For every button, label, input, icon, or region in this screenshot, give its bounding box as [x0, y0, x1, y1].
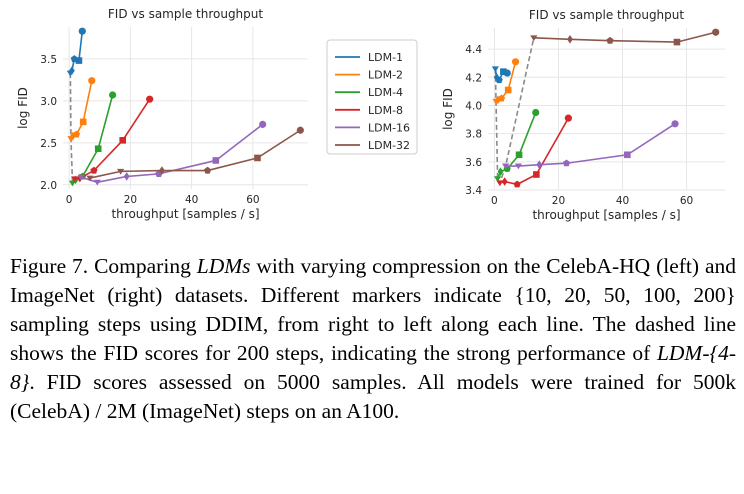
ldm-16-point — [123, 172, 130, 181]
x-tick-label: 60 — [680, 195, 693, 207]
ldm-2-point — [497, 94, 506, 102]
ldm-32-point — [606, 36, 614, 44]
ldm-32-point — [86, 175, 94, 182]
ldm-4-point — [494, 176, 502, 182]
ldm-1-point — [500, 68, 507, 75]
ldm-2-line — [70, 80, 93, 140]
x-tick-label: 0 — [491, 195, 498, 207]
ldm-32-line — [89, 129, 301, 179]
x-axis-label: throughput [samples / s] — [111, 207, 259, 221]
ldm-8-point — [119, 137, 127, 144]
ldm-32-point — [673, 38, 681, 46]
ldm-8-point — [71, 176, 79, 183]
caption-part-3: with varying compression on the CelebA-H… — [10, 254, 737, 365]
ldm-1-point — [78, 27, 86, 35]
ldm-16-point — [671, 120, 679, 128]
figure-canvas: FID vs sample throughput 0 20 40 60 2.0 2.5 3.0… — [16, 7, 725, 222]
legend-label-ldm-2: LDM-2 — [368, 69, 403, 82]
ldm-8-point — [501, 177, 508, 186]
ldm-8-point — [513, 180, 521, 188]
ldm-16-point — [624, 151, 631, 159]
ldm-8-point — [90, 166, 98, 174]
ldm-32-point — [203, 166, 212, 174]
ldm-16-point — [259, 120, 267, 128]
ldm-32-point — [530, 35, 538, 42]
y-axis-label: log FID — [441, 88, 455, 130]
imagenet-chart: FID vs sample throughput 0 20 40 60 3.4 3.6 3.8… — [441, 8, 725, 222]
y-tick-label: 4.2 — [465, 72, 482, 84]
ldm-32-point — [296, 126, 304, 134]
caption-ldms: LDMs — [196, 254, 251, 278]
ldm-32-point — [159, 166, 165, 175]
ldm-4-line — [496, 112, 537, 180]
ldm-16-point — [536, 160, 543, 169]
x-tick-label: 20 — [552, 195, 565, 207]
ldm-4-point — [94, 145, 102, 153]
caption-part-5: . FID scores assessed on 5000 samples. A… — [10, 370, 736, 423]
ldm-4-point — [515, 151, 523, 159]
ldm-1-point — [495, 76, 503, 84]
legend-label-ldm-1: LDM-1 — [368, 51, 403, 64]
y-tick-label: 3.5 — [40, 54, 57, 66]
ldm-16-point — [514, 163, 523, 170]
x-tick-label: 20 — [124, 194, 137, 206]
ldm-8-point — [564, 114, 572, 122]
ldm-1-point — [503, 69, 511, 77]
legend-box — [326, 39, 418, 155]
celeba-chart: FID vs sample throughput 0 20 40 60 2.0 2.5 3.0… — [16, 7, 308, 221]
ldm-8-point — [146, 95, 154, 103]
ldm-8-point — [496, 180, 504, 187]
x-tick-label: 0 — [66, 194, 73, 206]
ldm-2-point — [72, 130, 81, 138]
y-tick-label: 3.8 — [465, 129, 482, 141]
x-tick-label: 60 — [246, 194, 259, 206]
ldm-32-line — [533, 31, 716, 43]
ldm-16-point — [562, 159, 571, 167]
ldm-2-point — [79, 118, 87, 126]
y-tick-label: 4.0 — [465, 100, 482, 112]
ldm-4-point — [532, 108, 540, 117]
ldm-16-line — [80, 123, 264, 184]
ldm-4-point — [497, 167, 504, 177]
y-tick-label: 3.4 — [465, 185, 482, 197]
ldm-8-point — [533, 171, 540, 178]
x-tick-label: 40 — [616, 195, 629, 207]
legend-label-ldm-8: LDM-8 — [368, 104, 403, 117]
x-axis-label: throughput [samples / s] — [532, 208, 680, 222]
ldm-16-point — [212, 157, 220, 164]
ldm-16-point — [93, 179, 101, 186]
legend: LDM-1 LDM-2 LDM-4 LDM-8 LDM-16 LDM-32 — [326, 39, 418, 155]
ldm-1-point — [75, 57, 83, 64]
legend-label-ldm-4: LDM-4 — [368, 86, 403, 99]
ldm-4-point — [109, 91, 117, 99]
ldm-2-point — [495, 95, 501, 105]
chart-title: FID vs sample throughput — [108, 7, 263, 21]
ldm-32-point — [116, 168, 125, 175]
caption-part-1: Figure 7. Comparing — [10, 254, 197, 278]
legend-label-ldm-32: LDM-32 — [368, 139, 410, 152]
y-tick-label: 3.6 — [465, 157, 482, 169]
ldm-1-point — [69, 66, 75, 75]
caption-ldm-4-8: LDM-{4-8} — [10, 341, 736, 394]
y-tick-label: 3.0 — [40, 96, 57, 108]
ldm-16-line — [505, 123, 676, 167]
chart-title: FID vs sample throughput — [529, 8, 684, 22]
y-tick-label: 2.5 — [40, 138, 57, 150]
ldm-16-point — [502, 163, 510, 170]
y-axis-label: log FID — [16, 87, 30, 129]
ldm-2-point — [504, 86, 512, 94]
figure-caption: Figure 7. Comparing LDMs with varying co… — [10, 252, 736, 426]
legend-label-ldm-16: LDM-16 — [368, 121, 410, 134]
ldm-16-point — [77, 174, 85, 181]
ldm-32-point — [567, 34, 573, 44]
ldm-32-point — [254, 154, 261, 162]
x-tick-label: 40 — [185, 194, 198, 206]
ldm-32-point — [712, 28, 720, 36]
ldm-1-point — [491, 66, 499, 73]
ldm-2-point — [511, 58, 520, 66]
ldm-2-point — [88, 77, 96, 85]
y-tick-label: 4.4 — [465, 44, 482, 56]
y-tick-label: 2.0 — [40, 180, 57, 192]
